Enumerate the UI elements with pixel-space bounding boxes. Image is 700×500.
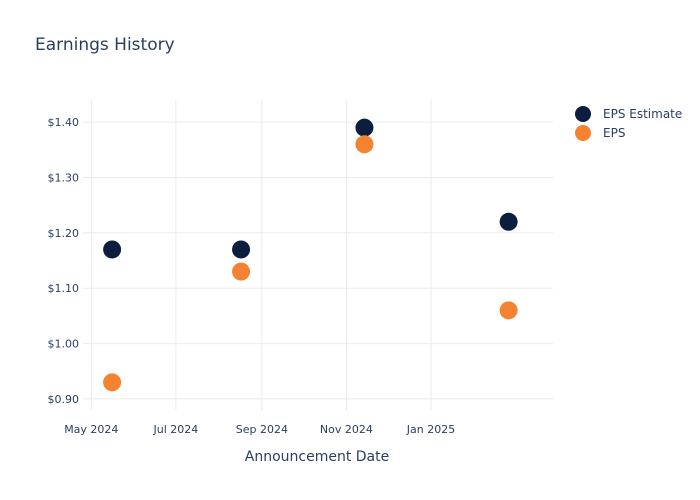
legend-label[interactable]: EPS xyxy=(603,126,625,140)
eps-point[interactable] xyxy=(103,373,122,392)
y-tick-label: $1.10 xyxy=(48,282,80,295)
y-tick-label: $1.20 xyxy=(48,227,80,240)
x-tick-label: Jul 2024 xyxy=(153,423,199,436)
grid xyxy=(83,100,553,410)
x-tick-label: May 2024 xyxy=(64,423,118,436)
eps-estimate-point[interactable] xyxy=(499,212,518,231)
legend-marker[interactable] xyxy=(575,106,591,122)
x-tick-label: Sep 2024 xyxy=(236,423,288,436)
eps-estimate-point[interactable] xyxy=(103,240,122,259)
y-tick-label: $1.40 xyxy=(48,116,80,129)
legend-label[interactable]: EPS Estimate xyxy=(603,107,682,121)
eps-estimate-point[interactable] xyxy=(232,240,251,259)
x-tick-label: Nov 2024 xyxy=(320,423,373,436)
x-tick-label: Jan 2025 xyxy=(406,423,455,436)
y-axis-ticks: $0.90 $1.00 $1.10 $1.20 $1.30 $1.40 xyxy=(48,116,80,406)
legend: EPS Estimate EPS xyxy=(575,106,682,141)
eps-point[interactable] xyxy=(499,301,518,320)
chart-title: Earnings History xyxy=(35,35,175,55)
data-points xyxy=(103,118,518,392)
y-tick-label: $1.30 xyxy=(48,172,80,185)
y-tick-label: $0.90 xyxy=(48,393,80,406)
x-axis-title: Announcement Date xyxy=(245,449,389,465)
x-axis-ticks: May 2024 Jul 2024 Sep 2024 Nov 2024 Jan 2025 xyxy=(64,423,455,436)
eps-point[interactable] xyxy=(355,135,374,154)
legend-marker[interactable] xyxy=(575,125,591,141)
y-tick-label: $1.00 xyxy=(48,338,80,351)
eps-estimate-point[interactable] xyxy=(355,118,374,137)
eps-point[interactable] xyxy=(232,262,251,281)
